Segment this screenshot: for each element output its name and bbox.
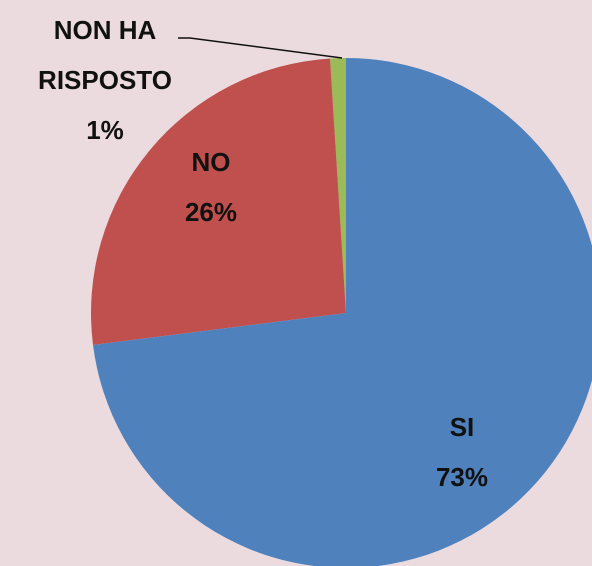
leader-line <box>178 37 343 59</box>
slice-label: NON HA RISPOSTO 1% <box>15 5 195 155</box>
category-label: SI <box>449 412 475 442</box>
value-label: 26% <box>184 197 238 227</box>
slice-label: SI 73% <box>417 402 507 502</box>
pie-slice <box>90 58 346 345</box>
pie-slice <box>329 58 346 313</box>
pie-slice <box>93 58 592 566</box>
slice-label: NO 26% <box>166 137 256 237</box>
category-label: NO <box>191 147 231 177</box>
category-label: NON HA RISPOSTO <box>38 15 172 95</box>
value-label: 1% <box>86 115 124 145</box>
value-label: 73% <box>435 462 489 492</box>
